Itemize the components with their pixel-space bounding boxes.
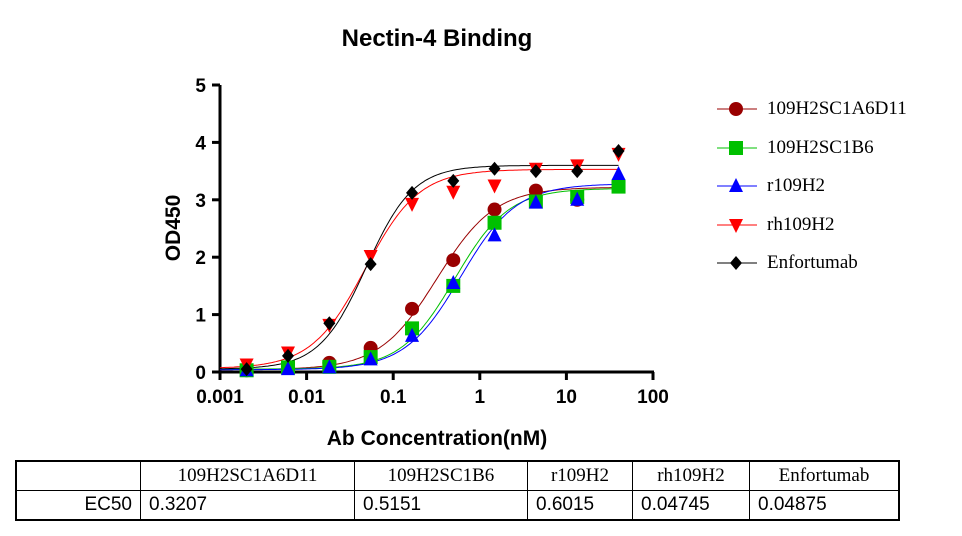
legend-marker (717, 256, 757, 271)
legend-label: 109H2SC1A6D11 (767, 98, 907, 120)
fit-curve-109H2SC1B6 (220, 188, 619, 370)
legend-marker (717, 218, 757, 233)
data-point-Enfortumab (488, 161, 501, 176)
table-header-cell: 109H2SC1A6D11 (140, 460, 355, 491)
table-header-row: 109H2SC1A6D11 109H2SC1B6 r109H2 rh109H2 … (15, 460, 900, 491)
table-header-cell: Enfortumab (749, 460, 900, 491)
legend-marker-triangle-down (729, 218, 743, 233)
fit-curve-rh109H2 (219, 168, 619, 369)
legend-item: r109H2 (715, 167, 907, 206)
data-point-109H2SC1A6D11 (446, 253, 461, 268)
data-point-r109H2 (363, 351, 378, 366)
chart: Nectin-4 Binding OD450 Ab Concentration(… (162, 25, 669, 450)
legend-marker-square (729, 140, 743, 155)
data-point-rh109H2 (405, 197, 420, 212)
legend-item: 109H2SC1A6D11 (715, 90, 907, 129)
ec50-table: 109H2SC1A6D11 109H2SC1B6 r109H2 rh109H2 … (15, 460, 900, 521)
legend-item: 109H2SC1B6 (715, 129, 907, 168)
x-axis-label: Ab Concentration(nM) (327, 427, 547, 450)
y-tick-label: 1 (195, 306, 206, 327)
data-point-r109H2 (487, 227, 502, 242)
table-header-cell: rh109H2 (632, 460, 750, 491)
legend-marker-triangle-up (729, 178, 743, 193)
legend-label: Enfortumab (767, 252, 858, 274)
y-tick-label: 3 (195, 191, 206, 212)
fit-curve-Enfortumab (220, 164, 619, 370)
data-point-r109H2 (528, 194, 543, 209)
data-point-109H2SC1A6D11 (528, 183, 543, 198)
x-tick-label: 100 (637, 387, 669, 408)
row-label: EC50 (15, 490, 141, 521)
ec50-value: 0.04745 (632, 490, 750, 521)
data-point-r109H2 (570, 191, 585, 206)
legend-label: r109H2 (767, 175, 826, 197)
table-header-cell (15, 460, 141, 491)
fit-curve-109H2SC1A6D11 (220, 187, 619, 371)
x-tick-label: 0.1 (380, 387, 407, 408)
x-tick-label: 0.01 (288, 387, 325, 408)
legend-label: rh109H2 (767, 213, 835, 235)
data-point-Enfortumab (323, 316, 336, 331)
y-tick-label: 5 (195, 76, 206, 97)
legend-marker (717, 102, 757, 117)
ec50-value: 0.04875 (749, 490, 900, 521)
legend-item: rh109H2 (715, 206, 907, 245)
legend-marker-diamond (730, 256, 742, 271)
data-point-109H2SC1B6 (611, 179, 626, 194)
ec50-value: 0.5151 (354, 490, 528, 521)
table-header-cell: 109H2SC1B6 (354, 460, 528, 491)
y-tick-label: 0 (195, 363, 206, 384)
x-tick-label: 1 (475, 387, 486, 408)
x-tick-label: 10 (556, 387, 577, 408)
data-point-Enfortumab (240, 362, 253, 377)
ec50-value: 0.6015 (527, 490, 633, 521)
data-point-rh109H2 (446, 185, 461, 200)
ec50-value: 0.3207 (140, 490, 355, 521)
legend-label: 109H2SC1B6 (767, 136, 874, 158)
legend-marker (717, 140, 757, 155)
table-header-cell: r109H2 (527, 460, 633, 491)
data-point-r109H2 (322, 359, 337, 374)
data-point-r109H2 (446, 275, 461, 290)
data-point-109H2SC1A6D11 (487, 202, 502, 217)
table-row: EC50 0.3207 0.5151 0.6015 0.04745 0.0487… (15, 490, 900, 521)
fit-curve-r109H2 (220, 183, 619, 371)
data-point-Enfortumab (406, 185, 419, 200)
data-point-Enfortumab (282, 348, 295, 363)
data-point-rh109H2 (487, 179, 502, 194)
legend-marker (717, 178, 757, 193)
legend: 109H2SC1A6D11 109H2SC1B6 r109H2 rh109H2 Enfo… (715, 90, 907, 283)
data-point-r109H2 (405, 327, 420, 342)
chart-title: Nectin-4 Binding (342, 25, 533, 52)
data-point-r109H2 (281, 361, 296, 376)
data-point-109H2SC1B6 (487, 215, 502, 230)
data-point-109H2SC1A6D11 (405, 301, 420, 316)
legend-item: Enfortumab (715, 244, 907, 283)
data-point-Enfortumab (447, 173, 460, 188)
y-axis-label: OD450 (162, 195, 185, 262)
y-tick-label: 4 (195, 133, 206, 154)
data-point-Enfortumab (529, 164, 542, 179)
data-point-Enfortumab (364, 257, 377, 272)
legend-marker-circle (729, 102, 743, 117)
data-point-r109H2 (611, 165, 626, 180)
y-tick-label: 2 (195, 248, 206, 269)
data-point-Enfortumab (612, 144, 625, 159)
data-point-Enfortumab (571, 164, 584, 179)
x-tick-label: 0.001 (196, 387, 244, 408)
data-point-rh109H2 (363, 250, 378, 265)
